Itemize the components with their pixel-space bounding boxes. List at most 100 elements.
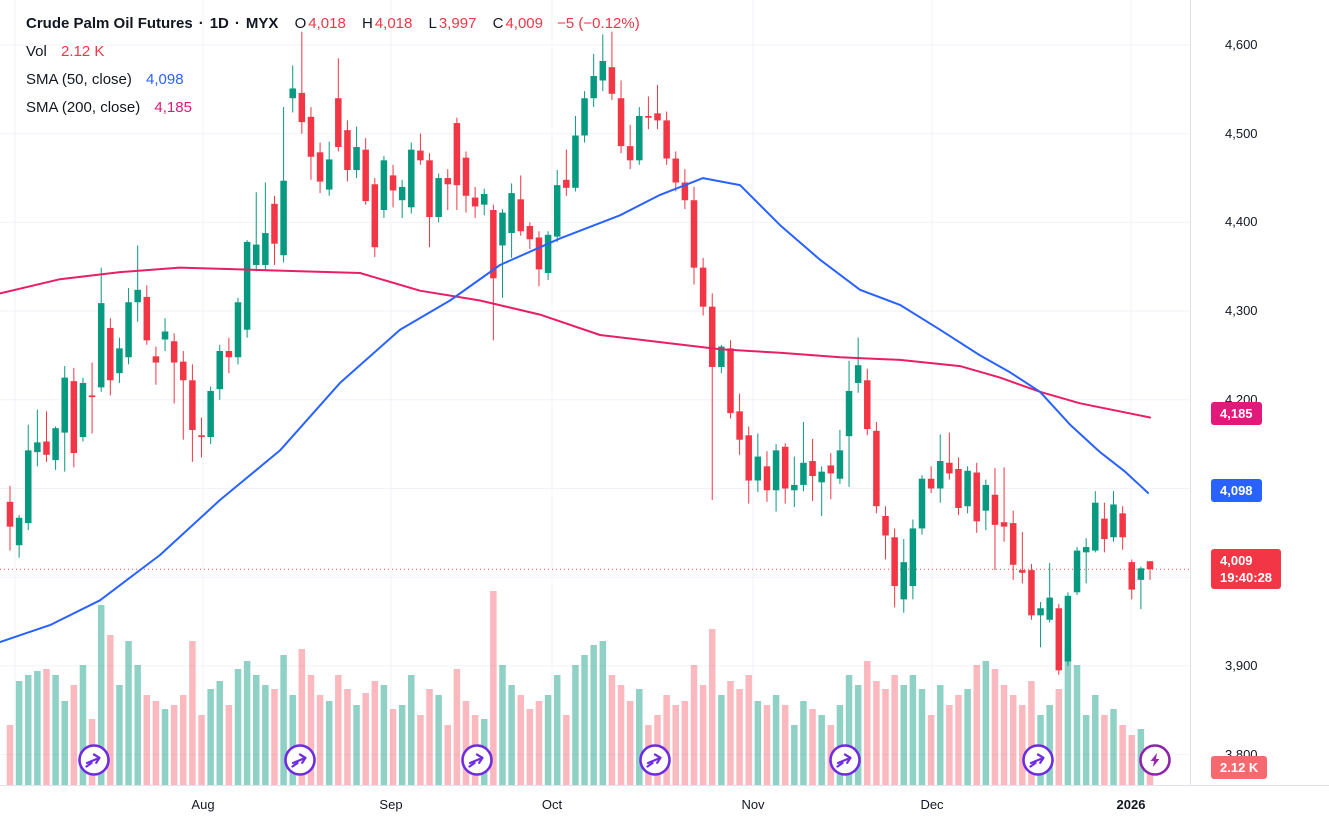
rollover-icon[interactable] (461, 744, 493, 776)
volume-bar (189, 641, 196, 785)
candle (781, 446, 789, 489)
volume-bar (207, 689, 214, 785)
time-axis[interactable]: Aug Sep Oct Nov Dec 2026 (0, 785, 1329, 840)
candle (690, 200, 698, 268)
volume-label[interactable]: Vol (26, 43, 47, 60)
candle (289, 88, 296, 99)
candle (353, 147, 360, 171)
rollover-icon[interactable] (639, 744, 671, 776)
exchange-label[interactable]: MYX (245, 15, 279, 32)
volume-bar (371, 681, 379, 785)
volume-bar (991, 669, 999, 785)
candle (1073, 550, 1081, 593)
candle (280, 180, 287, 256)
sma200-line (0, 266, 1151, 419)
candle (836, 450, 844, 479)
candle (563, 179, 570, 188)
volume-bar (918, 689, 926, 785)
candle (207, 390, 214, 438)
volume-bar (15, 681, 23, 785)
price-axis[interactable]: 4,600 4,500 4,400 4,300 4,200 3,900 3,800 4,185… (1190, 0, 1329, 785)
volume-bar (553, 675, 561, 785)
candle (1028, 570, 1035, 616)
candle (116, 348, 123, 374)
volume-bar (772, 695, 780, 785)
candle (180, 361, 187, 381)
sma50-label[interactable]: SMA (50, close) (26, 71, 132, 88)
grid-layer (0, 0, 1190, 785)
volume-bar (1092, 695, 1099, 785)
volume-bar (955, 695, 962, 785)
candle (1110, 504, 1117, 538)
candle (444, 178, 452, 185)
volume-bar (572, 665, 579, 785)
candle (70, 381, 78, 454)
volume-bar (143, 695, 151, 785)
candle (462, 157, 470, 196)
candle (873, 430, 880, 507)
volume-bar (408, 675, 415, 785)
volume-bar (307, 675, 315, 785)
volume-bar (362, 693, 369, 785)
price-tick-label: 4,500 (1225, 125, 1258, 141)
candle (97, 303, 105, 388)
volume-bar (690, 665, 698, 785)
volume-bar (79, 665, 87, 785)
candle (24, 450, 32, 524)
volume-bar (161, 709, 169, 785)
candle (362, 149, 369, 202)
rollover-icon[interactable] (829, 744, 861, 776)
candle (626, 146, 634, 161)
volume-bar (854, 685, 862, 785)
candle (517, 199, 524, 232)
candle (34, 442, 41, 453)
volume-bar (52, 675, 59, 785)
volume-bar (444, 725, 452, 785)
candle (380, 160, 388, 210)
candle (371, 184, 379, 248)
volume-bar (490, 591, 497, 785)
volume-bar (125, 641, 132, 785)
candle (909, 528, 917, 587)
candle (307, 116, 315, 157)
candle (608, 67, 616, 94)
candle (198, 435, 205, 438)
candle (1146, 561, 1154, 570)
flash-icon[interactable] (1139, 744, 1171, 776)
volume-bar (380, 685, 388, 785)
candle (617, 98, 625, 147)
symbol-title[interactable]: Crude Palm Oil Futures (26, 15, 193, 32)
candle (526, 225, 534, 240)
rollover-icon[interactable] (284, 744, 316, 776)
volume-bar (818, 715, 825, 785)
candle (453, 123, 461, 186)
candle (216, 351, 224, 390)
volume-bar (736, 689, 743, 785)
candle (964, 470, 971, 507)
volume-bar (763, 705, 771, 785)
candle (79, 382, 87, 438)
candle (499, 212, 506, 246)
price-chart-canvas[interactable] (0, 0, 1190, 785)
candle (809, 461, 816, 477)
candle (52, 428, 59, 461)
volume-bar (581, 655, 588, 785)
candle (699, 267, 707, 307)
volume-bar (718, 695, 725, 785)
volume-bar (70, 685, 78, 785)
candle (6, 501, 14, 527)
sma200-label[interactable]: SMA (200, close) (26, 99, 141, 116)
interval-label[interactable]: 1D (209, 15, 229, 32)
candle (426, 160, 433, 218)
candle (234, 302, 242, 358)
event-markers[interactable] (78, 744, 1171, 776)
rollover-icon[interactable] (1022, 744, 1054, 776)
separator-dot: · (198, 15, 204, 32)
candle (1119, 513, 1126, 538)
candle (243, 241, 251, 330)
candle (827, 465, 835, 474)
volume-bar (152, 701, 160, 785)
rollover-icon[interactable] (78, 744, 110, 776)
volume-bar (800, 701, 807, 785)
candle (544, 234, 552, 273)
